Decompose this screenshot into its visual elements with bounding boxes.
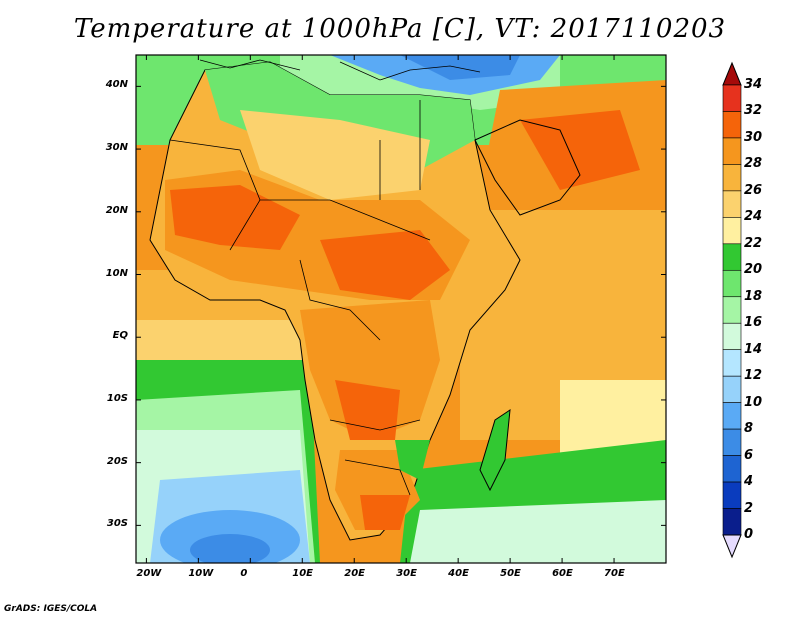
colorbar-level-label: 8: [744, 421, 754, 437]
colorbar-level-label: 28: [744, 156, 763, 172]
colorbar-swatch: [722, 111, 742, 139]
chart-title: Temperature at 1000hPa [C], VT: 20171102…: [73, 14, 727, 44]
colorbar: [722, 61, 742, 559]
lat-tick-label: 20S: [106, 455, 128, 467]
lon-tick-label: 10E: [292, 568, 314, 579]
colorbar-level-label: 30: [744, 129, 763, 145]
colorbar-swatch: [722, 217, 742, 245]
lat-tick-label: 30S: [106, 518, 128, 530]
lat-tick-label: 30N: [105, 142, 128, 154]
lon-tick-label: 50E: [500, 568, 521, 579]
plot-frame: [135, 54, 667, 564]
lon-tick-label: 0: [240, 568, 248, 579]
colorbar-swatch: [722, 481, 742, 509]
colorbar-level-label: 26: [744, 182, 763, 198]
lat-tick-label: EQ: [112, 330, 128, 342]
colorbar-level-label: 12: [744, 368, 763, 384]
colorbar-level-label: 32: [744, 103, 763, 119]
colorbar-level-label: 24: [744, 209, 763, 225]
colorbar-bottom-arrow: [722, 534, 742, 559]
colorbar-swatch: [722, 455, 742, 483]
lon-tick-label: 70E: [604, 568, 625, 579]
colorbar-level-label: 18: [744, 288, 763, 304]
colorbar-swatch: [722, 428, 742, 456]
colorbar-swatch: [722, 296, 742, 324]
lon-tick-label: 60E: [552, 568, 573, 579]
colorbar-swatch: [722, 349, 742, 377]
colorbar-level-label: 2: [744, 500, 754, 516]
lon-tick-label: 40E: [448, 568, 469, 579]
colorbar-level-label: 16: [744, 315, 763, 331]
arabian-peninsula: [474, 119, 581, 216]
colorbar-level-label: 20: [744, 262, 763, 278]
colorbar-swatch: [722, 322, 742, 351]
lon-tick-label: 10W: [188, 568, 214, 579]
lat-tick-label: 40N: [105, 79, 128, 91]
lat-tick-label: 10S: [106, 392, 128, 404]
colorbar-level-label: 22: [744, 235, 763, 251]
colorbar-level-label: 4: [744, 474, 754, 490]
colorbar-swatch: [722, 84, 742, 112]
colorbar-swatch: [722, 508, 742, 536]
credit-label: GrADS: IGES/COLA: [4, 604, 98, 614]
lat-tick-label: 20N: [105, 204, 128, 216]
colorbar-level-label: 34: [744, 77, 763, 92]
lat-tick-label: 10N: [105, 267, 128, 279]
colorbar-level-label: 10: [744, 394, 763, 410]
lon-tick-label: 30E: [396, 568, 417, 579]
colorbar-swatch: [722, 190, 742, 218]
lon-tick-label: 20E: [344, 568, 365, 579]
colorbar-level-label: 14: [744, 341, 763, 357]
colorbar-swatch: [722, 164, 742, 192]
colorbar-level-label: 0: [744, 527, 754, 542]
colorbar-swatch: [722, 402, 742, 430]
colorbar-swatch: [722, 243, 742, 271]
lon-tick-label: 20W: [136, 568, 162, 579]
colorbar-swatch: [722, 137, 742, 165]
colorbar-swatch: [722, 269, 742, 298]
colorbar-level-label: 6: [744, 447, 754, 463]
madagascar: [479, 408, 511, 492]
colorbar-swatch: [722, 375, 742, 403]
colorbar-top-arrow: [722, 61, 742, 86]
